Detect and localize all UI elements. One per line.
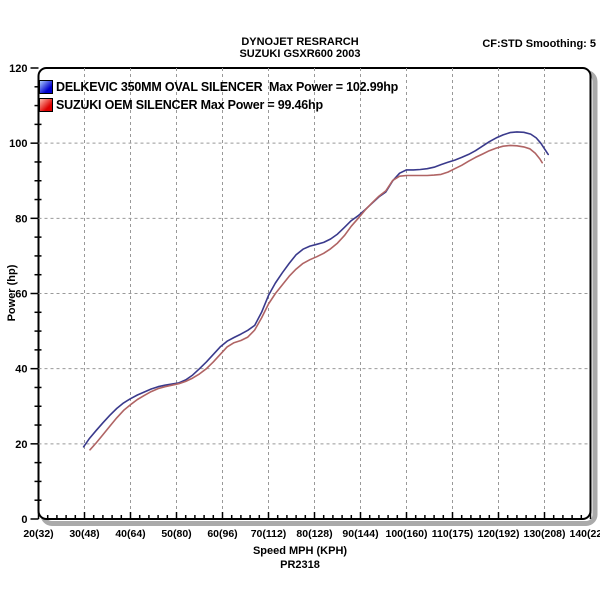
y-tick-label: 120 [9, 63, 27, 75]
correction-smoothing-info: CF:STD Smoothing: 5 [482, 38, 596, 50]
power-curve-delkevic [82, 131, 550, 448]
y-tick-label: 0 [21, 514, 27, 526]
legend-row-delkevic: DELKEVIC 350MM OVAL SILENCER Max Power =… [39, 78, 398, 96]
oem-series-swatch [39, 98, 53, 112]
x-tick-label: 70(112) [251, 528, 287, 540]
run-code: PR2318 [280, 559, 320, 571]
x-tick-label: 140(224) [569, 528, 600, 540]
x-tick-label: 60(96) [207, 528, 237, 540]
oem-series-label: SUZUKI OEM SILENCER Max Power = 99.46hp [56, 98, 323, 112]
x-axis-title: Speed MPH (KPH) [252, 545, 348, 557]
y-tick-label: 60 [15, 289, 27, 301]
chart-title-line2: SUZUKI GSXR600 2003 [239, 48, 361, 60]
delkevic-series-label: DELKEVIC 350MM OVAL SILENCER Max Power =… [56, 80, 399, 94]
chart-title-line1: DYNOJET RESRARCH [241, 36, 359, 48]
x-tick-label: 130(208) [523, 528, 565, 540]
y-tick-label: 80 [15, 213, 27, 225]
x-tick-label: 100(160) [385, 528, 427, 540]
legend-row-oem: SUZUKI OEM SILENCER Max Power = 99.46hp [39, 96, 398, 114]
x-tick-label: 80(128) [296, 528, 332, 540]
chart-title-block: DYNOJET RESRARCH SUZUKI GSXR600 2003 [0, 36, 600, 60]
x-tick-label: 50(80) [161, 528, 191, 540]
y-tick-label: 20 [15, 439, 27, 451]
legend: DELKEVIC 350MM OVAL SILENCER Max Power =… [39, 78, 398, 114]
delkevic-series-swatch [39, 80, 53, 94]
y-tick-label: 40 [15, 364, 27, 376]
y-tick-label: 100 [9, 138, 27, 150]
x-tick-label: 110(175) [432, 528, 473, 540]
x-tick-label: 20(32) [23, 528, 53, 540]
x-tick-label: 120(192) [477, 528, 519, 540]
power-curve-oem [89, 144, 544, 451]
x-tick-label: 40(64) [115, 528, 145, 540]
x-tick-label: 30(48) [69, 528, 99, 540]
y-axis-title: Power (hp) [6, 264, 18, 322]
x-tick-label: 90(144) [342, 528, 378, 540]
